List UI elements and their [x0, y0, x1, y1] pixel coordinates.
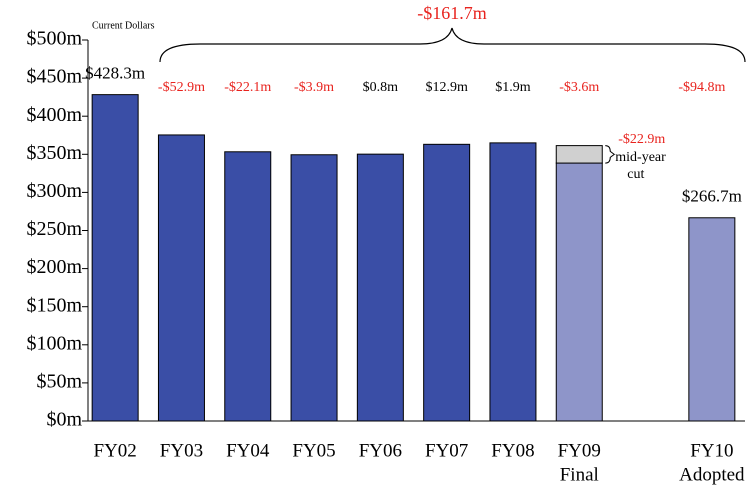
- x-tick-label: FY08: [491, 440, 534, 461]
- bar: [290, 154, 338, 422]
- x-tick-label: FY06: [359, 440, 402, 461]
- value-label: $428.3m: [85, 64, 145, 83]
- y-tick-label: $400m: [26, 104, 82, 126]
- change-label: -$3.6m: [559, 80, 599, 95]
- x-tick-label: FY04: [226, 440, 270, 461]
- y-tick-label: $350m: [26, 142, 82, 164]
- cut-segment: [555, 145, 603, 164]
- y-tick-label: $500m: [26, 28, 82, 50]
- change-label: $1.9m: [495, 80, 531, 95]
- cut-label: -$22.9m: [618, 132, 665, 147]
- total-brace: [159, 27, 746, 63]
- y-tick-label: $200m: [26, 256, 82, 278]
- change-label: -$52.9m: [158, 80, 205, 95]
- x-tick-label: FY03: [160, 440, 203, 461]
- x-tick-label: FY09: [558, 440, 601, 461]
- bar: [555, 162, 603, 422]
- x-tick-label: FY07: [425, 440, 468, 461]
- change-label: $12.9m: [425, 80, 468, 95]
- y-tick-label: $150m: [26, 294, 82, 316]
- x-tick-label: FY05: [292, 440, 335, 461]
- x-tick-sublabel: Final: [560, 464, 599, 485]
- change-label: -$3.9m: [294, 80, 334, 95]
- y-tick-label: $0m: [46, 409, 82, 431]
- x-tick-label: FY02: [94, 440, 137, 461]
- cut-note: cut: [627, 167, 644, 182]
- y-tick-label: $450m: [26, 66, 82, 88]
- bar: [356, 153, 404, 422]
- bar: [489, 142, 537, 422]
- bar: [157, 134, 205, 422]
- x-tick-sublabel: Adopted: [679, 464, 745, 485]
- y-tick-label: $50m: [36, 370, 82, 392]
- y-tick-label: $300m: [26, 180, 82, 202]
- value-label: $266.7m: [682, 187, 742, 206]
- y-tick-label: $250m: [26, 218, 82, 240]
- bar: [688, 217, 736, 422]
- cut-brace: [605, 145, 616, 164]
- change-label: -$22.1m: [224, 80, 271, 95]
- cut-note: mid-year: [615, 150, 666, 165]
- subtitle: Current Dollars: [92, 20, 155, 31]
- bar: [91, 94, 139, 422]
- x-tick-label: FY10: [690, 440, 733, 461]
- change-label: $0.8m: [363, 80, 399, 95]
- bar: [423, 143, 471, 422]
- change-label: -$94.8m: [678, 80, 725, 95]
- bar: [224, 151, 272, 422]
- total-label: -$161.7m: [417, 3, 487, 23]
- y-tick-label: $100m: [26, 332, 82, 354]
